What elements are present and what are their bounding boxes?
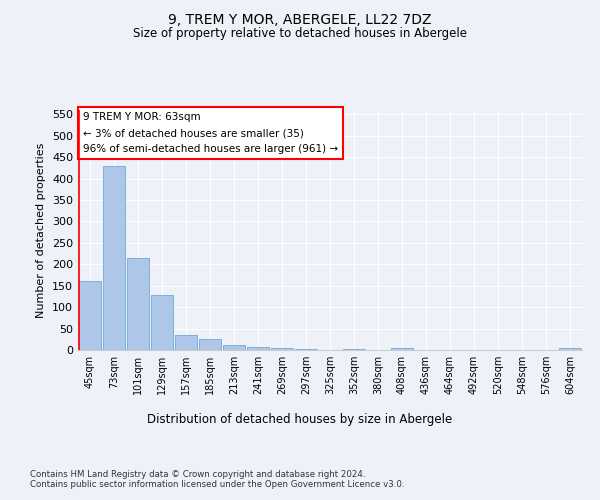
Text: 9, TREM Y MOR, ABERGELE, LL22 7DZ: 9, TREM Y MOR, ABERGELE, LL22 7DZ xyxy=(168,12,432,26)
Bar xyxy=(343,348,365,350)
Bar xyxy=(127,258,149,350)
Bar xyxy=(199,340,221,350)
Bar xyxy=(79,282,101,350)
Bar xyxy=(295,349,317,350)
Text: Distribution of detached houses by size in Abergele: Distribution of detached houses by size … xyxy=(148,412,452,426)
Text: Size of property relative to detached houses in Abergele: Size of property relative to detached ho… xyxy=(133,28,467,40)
Y-axis label: Number of detached properties: Number of detached properties xyxy=(37,142,46,318)
Bar xyxy=(247,347,269,350)
Text: Contains HM Land Registry data © Crown copyright and database right 2024.: Contains HM Land Registry data © Crown c… xyxy=(30,470,365,479)
Bar xyxy=(391,348,413,350)
Bar xyxy=(103,166,125,350)
Bar xyxy=(151,295,173,350)
Text: 9 TREM Y MOR: 63sqm
← 3% of detached houses are smaller (35)
96% of semi-detache: 9 TREM Y MOR: 63sqm ← 3% of detached hou… xyxy=(83,112,338,154)
Bar xyxy=(559,348,581,350)
Bar xyxy=(223,345,245,350)
Text: Contains public sector information licensed under the Open Government Licence v3: Contains public sector information licen… xyxy=(30,480,404,489)
Bar xyxy=(175,335,197,350)
Bar xyxy=(271,348,293,350)
